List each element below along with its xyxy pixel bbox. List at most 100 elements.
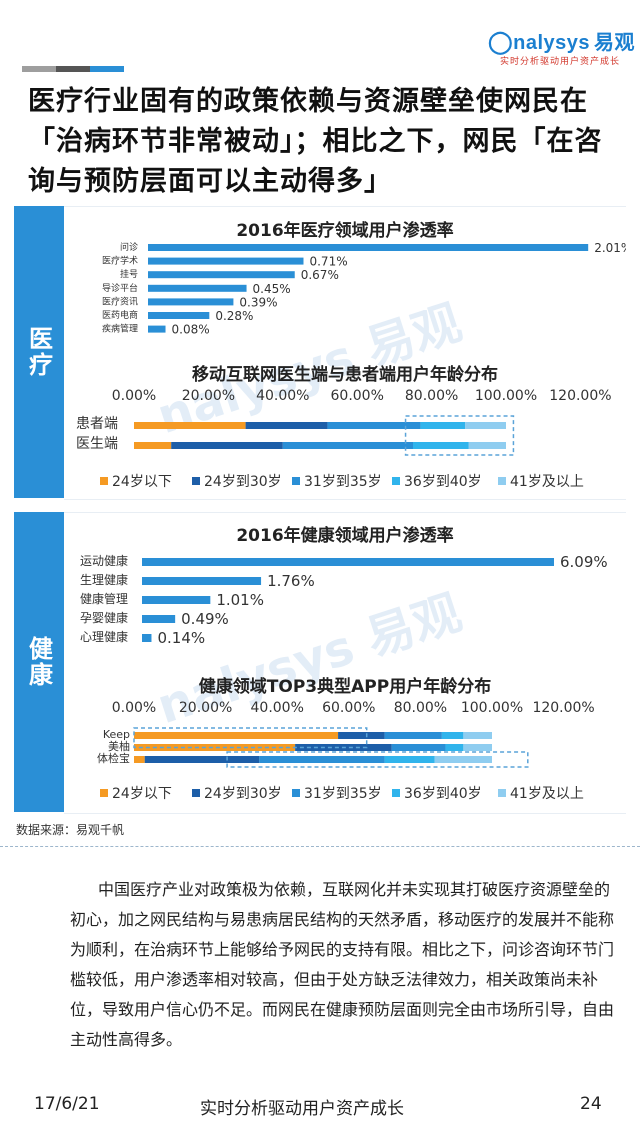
stack-segment xyxy=(327,422,421,429)
tick-label: 60.00% xyxy=(331,388,384,404)
category-label: 患者端 xyxy=(76,416,118,432)
legend-label: 41岁及以上 xyxy=(510,786,584,802)
logo-a-icon: ◯ xyxy=(488,29,514,54)
category-label: 生理健康 xyxy=(80,572,128,587)
tick-label: 120.00% xyxy=(532,700,594,716)
category-label: 挂号 xyxy=(120,268,138,280)
chart-title-medical-penetration: 2016年医疗领域用户渗透率 xyxy=(236,221,454,241)
tick-label: 20.00% xyxy=(182,388,235,404)
category-label: 运动健康 xyxy=(80,553,128,568)
bar xyxy=(148,244,589,251)
bar xyxy=(148,271,295,279)
page-title: 医疗行业固有的政策依赖与资源壁垒使网民在「治病环节非常被动」；相比之下，网民「在… xyxy=(28,86,603,197)
legend-swatch xyxy=(292,789,300,797)
footer-slogan: 实时分析驱动用户资产成长 xyxy=(200,1099,404,1119)
stack-segment xyxy=(465,422,506,429)
legend-swatch xyxy=(192,477,200,485)
stack-segment xyxy=(391,744,446,751)
data-source: 数据来源：易观千帆 xyxy=(16,823,125,837)
value-label: 6.09% xyxy=(560,553,608,571)
legend-swatch xyxy=(100,477,108,485)
value-label: 0.45% xyxy=(253,282,291,296)
chart-title-health-age: 健康领域TOP3典型APP用户年龄分布 xyxy=(198,677,492,697)
stack-segment xyxy=(134,422,246,429)
category-label: 疾病管理 xyxy=(102,323,138,335)
stack-segment xyxy=(134,442,172,449)
legend-label: 31岁到35岁 xyxy=(304,474,382,490)
bar xyxy=(142,634,152,642)
value-label: 0.39% xyxy=(239,295,277,309)
category-label: 医药电商 xyxy=(102,309,138,321)
page-number: 24 xyxy=(580,1094,602,1114)
stack-segment xyxy=(338,732,385,739)
chart-title-health-penetration: 2016年健康领域用户渗透率 xyxy=(236,526,454,546)
stack-segment xyxy=(134,732,339,739)
legend-swatch xyxy=(292,477,300,485)
logo-cn: 易观 xyxy=(594,32,636,54)
legend-label: 36岁到40岁 xyxy=(404,786,482,802)
category-label: 导诊平台 xyxy=(102,282,138,294)
tick-label: 100.00% xyxy=(475,388,537,404)
stack-segment xyxy=(445,744,464,751)
stack-segment xyxy=(384,756,435,763)
section-label-medical: 医疗 xyxy=(14,206,64,498)
tick-label: 100.00% xyxy=(461,700,523,716)
category-label: 医疗学术 xyxy=(102,255,138,267)
category-label: 问诊 xyxy=(120,241,138,253)
stack-segment xyxy=(468,442,506,449)
stack-segment xyxy=(441,732,464,739)
value-label: 1.01% xyxy=(216,591,264,609)
value-label: 0.28% xyxy=(215,309,253,323)
legend-swatch xyxy=(392,477,400,485)
legend-label: 24岁以下 xyxy=(112,786,172,802)
stack-segment xyxy=(144,756,260,763)
stack-segment xyxy=(463,744,492,751)
stack-segment xyxy=(282,442,413,449)
legend-label: 36岁到40岁 xyxy=(404,474,482,490)
category-label: 医生端 xyxy=(76,436,118,452)
bar xyxy=(142,558,554,566)
tick-label: 40.00% xyxy=(256,388,309,404)
header-slogan: 实时分析驱动用户资产成长 xyxy=(500,57,621,67)
value-label: 0.08% xyxy=(172,323,210,337)
bar xyxy=(142,577,262,585)
value-label: 0.71% xyxy=(309,255,347,269)
legend-label: 24岁到30岁 xyxy=(204,786,282,802)
tick-label: 120.00% xyxy=(549,388,611,404)
category-label: 健康管理 xyxy=(80,591,128,606)
stack-segment xyxy=(245,422,328,429)
tick-label: 80.00% xyxy=(405,388,458,404)
stack-segment xyxy=(420,422,466,429)
section-divider xyxy=(0,846,640,847)
value-label: 1.76% xyxy=(267,572,315,590)
chart-health-age: 0.00% 20.00% 40.00% 60.00% 80.00% 100.00% 120.… xyxy=(97,700,595,802)
legend-swatch xyxy=(498,477,506,485)
value-label: 2.01% xyxy=(594,241,626,255)
category-label: Keep xyxy=(103,728,130,741)
category-label: 心理健康 xyxy=(80,629,128,644)
stack-segment xyxy=(171,442,283,449)
section-label-health: 健康 xyxy=(14,512,64,812)
bar xyxy=(148,325,166,333)
accent-bar xyxy=(22,66,124,72)
legend-swatch xyxy=(192,789,200,797)
analysys-logo: ◯nalysys 易观 xyxy=(488,26,635,55)
tick-label: 60.00% xyxy=(322,700,375,716)
bar xyxy=(142,615,176,623)
value-label: 0.49% xyxy=(181,610,229,628)
stack-segment xyxy=(134,744,296,751)
chart-title-medical-age: 移动互联网医生端与患者端用户年龄分布 xyxy=(192,365,498,385)
stack-segment xyxy=(384,732,442,739)
tick-label: 40.00% xyxy=(251,700,304,716)
category-label: 孕婴健康 xyxy=(80,610,128,625)
chart-health-penetration: 运动健康 6.09% 生理健康 1.76% 健康管理 1.01% 孕婴健康 0.49% 心理健康… xyxy=(80,553,608,647)
legend-label: 24岁到30岁 xyxy=(204,474,282,490)
stack-segment xyxy=(134,756,145,763)
medical-panel xyxy=(64,206,626,500)
tick-label: 0.00% xyxy=(112,700,156,716)
legend-swatch xyxy=(392,789,400,797)
category-label: 美柚 xyxy=(108,739,130,753)
stack-segment xyxy=(259,756,385,763)
bar xyxy=(148,298,234,306)
legend-label: 31岁到35岁 xyxy=(304,786,382,802)
